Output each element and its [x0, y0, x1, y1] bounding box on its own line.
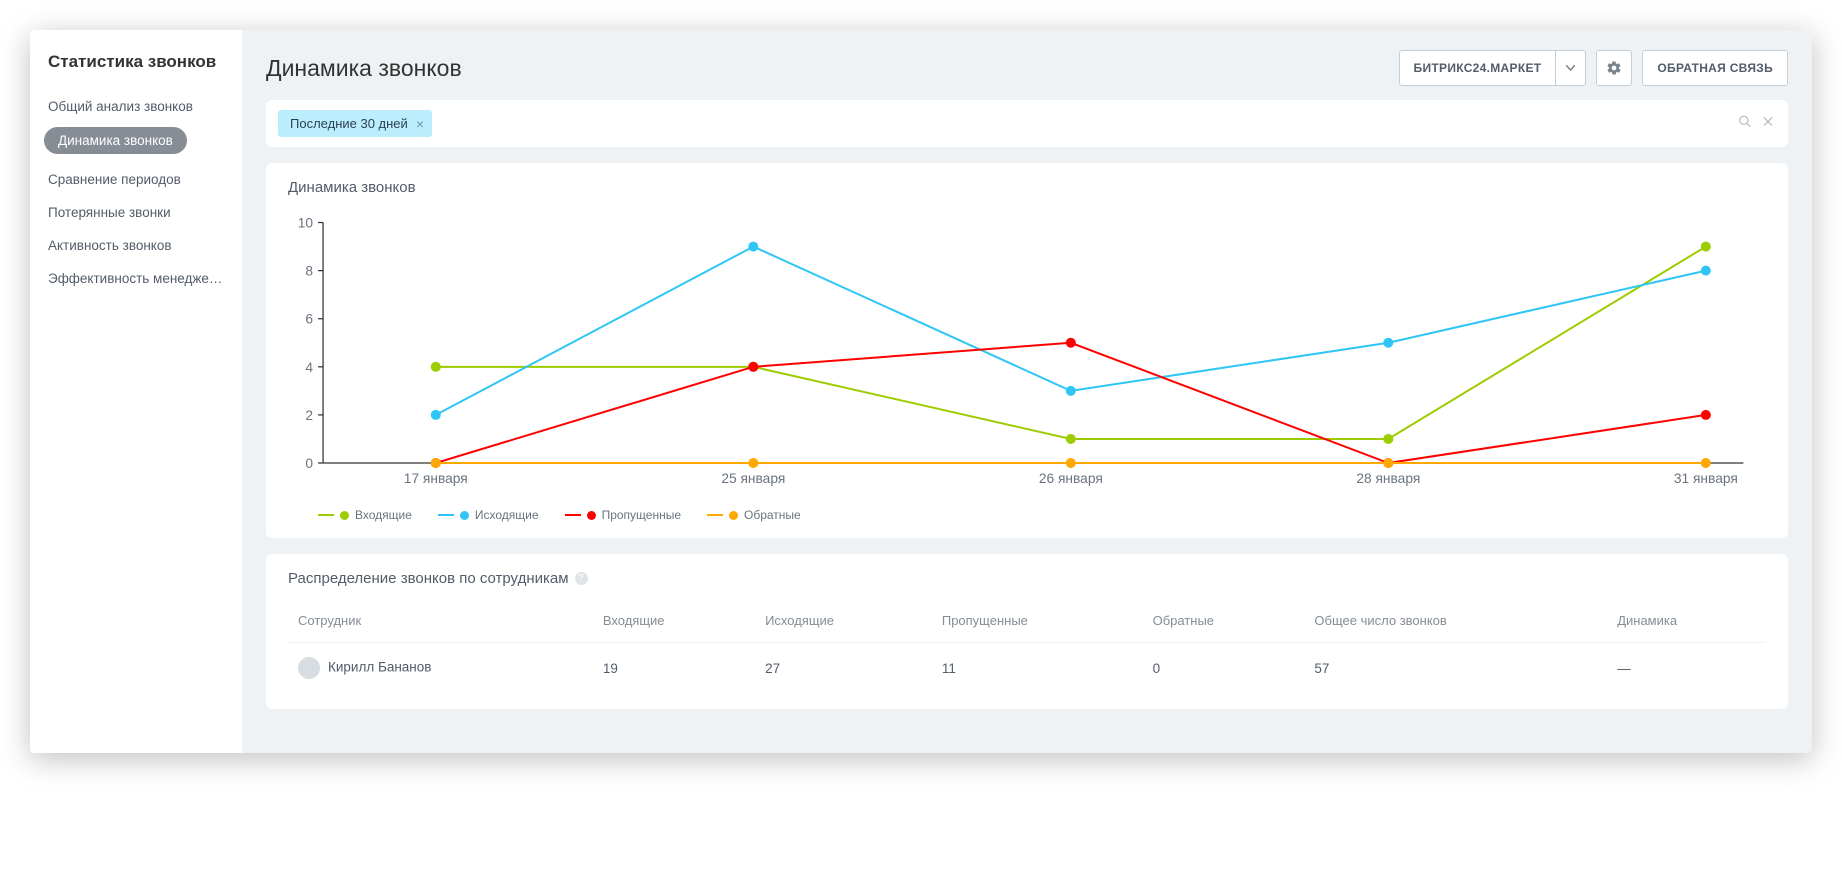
filter-tag[interactable]: Последние 30 дней ×: [278, 110, 432, 137]
table-cell: —: [1607, 643, 1766, 694]
table-cell: 0: [1143, 643, 1305, 694]
table-header: Входящие: [593, 601, 755, 643]
distribution-card: Распределение звонков по сотрудникам ? С…: [266, 554, 1788, 709]
sidebar-item[interactable]: Активность звонков: [30, 229, 242, 262]
sidebar-item[interactable]: Общий анализ звонков: [30, 90, 242, 123]
table-header: Динамика: [1607, 601, 1766, 643]
chart-legend: Входящие Исходящие Пропущенные Обратные: [288, 508, 1766, 522]
table-header: Пропущенные: [932, 601, 1143, 643]
filter-tag-remove-icon[interactable]: ×: [416, 117, 424, 131]
header-actions: БИТРИКС24.МАРКЕТ ОБРАТНАЯ СВЯЗЬ: [1399, 50, 1788, 86]
svg-text:6: 6: [305, 312, 313, 327]
table-header: Сотрудник: [288, 601, 593, 643]
filter-bar[interactable]: Последние 30 дней ×: [266, 100, 1788, 147]
feedback-button-label: ОБРАТНАЯ СВЯЗЬ: [1657, 61, 1773, 75]
clear-filter-icon[interactable]: [1762, 114, 1774, 133]
feedback-button[interactable]: ОБРАТНАЯ СВЯЗЬ: [1642, 50, 1788, 86]
sidebar: Статистика звонков Общий анализ звонков Д…: [30, 30, 242, 753]
sidebar-item[interactable]: Эффективность менедже…: [30, 262, 242, 295]
svg-text:10: 10: [298, 216, 314, 231]
sidebar-item[interactable]: Сравнение периодов: [30, 163, 242, 196]
sidebar-item[interactable]: Динамика звонков: [44, 127, 187, 154]
chart-card: Динамика звонков 0 2 4 6 8 10 17 января 25 янва…: [266, 163, 1788, 538]
app-shell: Статистика звонков Общий анализ звонков Д…: [30, 30, 1812, 753]
table-cell: Кирилл Бананов: [288, 643, 593, 694]
svg-text:17 января: 17 января: [404, 471, 468, 486]
svg-text:8: 8: [305, 264, 313, 279]
chevron-down-icon[interactable]: [1555, 51, 1585, 85]
legend-item[interactable]: Входящие: [318, 508, 412, 522]
table-cell: 11: [932, 643, 1143, 694]
sidebar-title: Статистика звонков: [30, 52, 242, 90]
gear-icon: [1606, 60, 1622, 76]
svg-text:0: 0: [305, 456, 313, 471]
distribution-title: Распределение звонков по сотрудникам ?: [288, 570, 1766, 587]
market-button[interactable]: БИТРИКС24.МАРКЕТ: [1399, 50, 1587, 86]
sidebar-item[interactable]: Потерянные звонки: [30, 196, 242, 229]
search-icon[interactable]: [1738, 114, 1752, 133]
table-cell: 19: [593, 643, 755, 694]
legend-item[interactable]: Исходящие: [438, 508, 539, 522]
help-icon[interactable]: ?: [575, 572, 588, 585]
table-header: Общее число звонков: [1304, 601, 1607, 643]
svg-text:31 января: 31 января: [1674, 471, 1738, 486]
svg-text:2: 2: [305, 408, 313, 423]
table-row: Кирилл Бананов192711057—: [288, 643, 1766, 694]
legend-item[interactable]: Пропущенные: [565, 508, 681, 522]
table-header: Исходящие: [755, 601, 932, 643]
line-chart: 0 2 4 6 8 10 17 января 25 января 26 января 28 янв…: [288, 210, 1766, 498]
main: Динамика звонков БИТРИКС24.МАРКЕТ ОБРАТН…: [242, 30, 1812, 753]
avatar: [298, 657, 320, 679]
distribution-table: СотрудникВходящиеИсходящиеПропущенныеОбр…: [288, 601, 1766, 693]
svg-text:25 января: 25 января: [721, 471, 785, 486]
market-button-label: БИТРИКС24.МАРКЕТ: [1400, 51, 1556, 85]
page-title: Динамика звонков: [266, 55, 462, 82]
chart-title: Динамика звонков: [288, 179, 1766, 196]
filter-tag-label: Последние 30 дней: [290, 116, 408, 131]
table-cell: 27: [755, 643, 932, 694]
table-header: Обратные: [1143, 601, 1305, 643]
table-cell: 57: [1304, 643, 1607, 694]
svg-text:26 января: 26 января: [1039, 471, 1103, 486]
settings-button[interactable]: [1596, 50, 1632, 86]
legend-item[interactable]: Обратные: [707, 508, 801, 522]
header-row: Динамика звонков БИТРИКС24.МАРКЕТ ОБРАТН…: [266, 50, 1788, 86]
distribution-title-text: Распределение звонков по сотрудникам: [288, 570, 569, 587]
svg-text:4: 4: [305, 360, 313, 375]
svg-text:28 января: 28 января: [1356, 471, 1420, 486]
